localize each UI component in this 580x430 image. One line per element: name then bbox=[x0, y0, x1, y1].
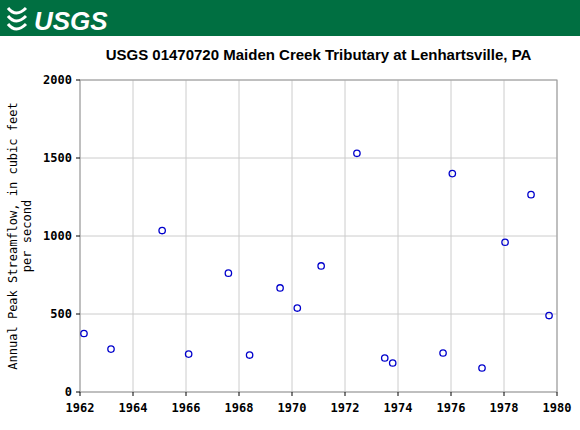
y-grid-line bbox=[80, 158, 557, 159]
x-tick bbox=[504, 392, 505, 396]
x-tick bbox=[451, 392, 452, 396]
logo-mark bbox=[8, 8, 26, 29]
x-tick bbox=[239, 392, 240, 396]
data-point bbox=[246, 352, 252, 358]
points bbox=[81, 150, 552, 371]
header-band bbox=[0, 0, 580, 36]
data-point bbox=[108, 346, 114, 352]
data-point bbox=[502, 239, 508, 245]
x-tick-label: 1970 bbox=[278, 401, 307, 415]
data-point bbox=[354, 150, 360, 156]
data-point bbox=[294, 305, 300, 311]
x-tick-label: 1962 bbox=[66, 401, 95, 415]
x-tick-label: 1980 bbox=[543, 401, 572, 415]
y-tick bbox=[76, 236, 80, 237]
y-tick bbox=[76, 392, 80, 393]
x-tick bbox=[186, 392, 187, 396]
logo: USGS bbox=[34, 6, 108, 36]
x-tick-label: 1978 bbox=[490, 401, 519, 415]
data-point bbox=[479, 365, 485, 371]
data-point bbox=[449, 170, 455, 176]
y-grid-line bbox=[80, 236, 557, 237]
x-tick-label: 1966 bbox=[172, 401, 201, 415]
y-axis-label: per second bbox=[20, 200, 34, 272]
data-point bbox=[81, 330, 87, 336]
y-tick-label: 1500 bbox=[43, 151, 72, 165]
y-tick bbox=[76, 314, 80, 315]
plot-frame bbox=[80, 80, 557, 392]
x-tick-label: 1974 bbox=[384, 401, 413, 415]
y-tick-label: 0 bbox=[65, 385, 72, 399]
data-point bbox=[528, 191, 534, 197]
x-tick bbox=[80, 392, 81, 396]
y-axis-label: Annual Peak Streamflow, in cubic feet bbox=[6, 102, 20, 369]
data-point bbox=[185, 351, 191, 357]
title: USGS 01470720 Maiden Creek Tributary at … bbox=[106, 46, 532, 63]
data-point bbox=[225, 270, 231, 276]
chart-container: USGS USGS 01470720 Maiden Creek Tributary… bbox=[0, 0, 580, 430]
x-tick bbox=[345, 392, 346, 396]
background bbox=[0, 0, 580, 430]
x-tick bbox=[398, 392, 399, 396]
x-tick-label: 1964 bbox=[119, 401, 148, 415]
data-point bbox=[546, 312, 552, 318]
x-tick bbox=[133, 392, 134, 396]
y-tick-label: 1000 bbox=[43, 229, 72, 243]
y-tick bbox=[76, 158, 80, 159]
data-point bbox=[277, 285, 283, 291]
data-point bbox=[159, 227, 165, 233]
chart-svg: USGS USGS 01470720 Maiden Creek Tributary… bbox=[0, 0, 580, 430]
y-tick-label: 2000 bbox=[43, 73, 72, 87]
x-tick-label: 1976 bbox=[437, 401, 466, 415]
data-point bbox=[440, 350, 446, 356]
y-tick bbox=[76, 80, 80, 81]
data-point bbox=[382, 355, 388, 361]
data-point bbox=[390, 360, 396, 366]
x-tick-label: 1968 bbox=[225, 401, 254, 415]
x-tick bbox=[557, 392, 558, 396]
x-tick-label: 1972 bbox=[331, 401, 360, 415]
y-grid-line bbox=[80, 314, 557, 315]
x-tick bbox=[292, 392, 293, 396]
y-tick-label: 500 bbox=[50, 307, 72, 321]
data-point bbox=[318, 263, 324, 269]
